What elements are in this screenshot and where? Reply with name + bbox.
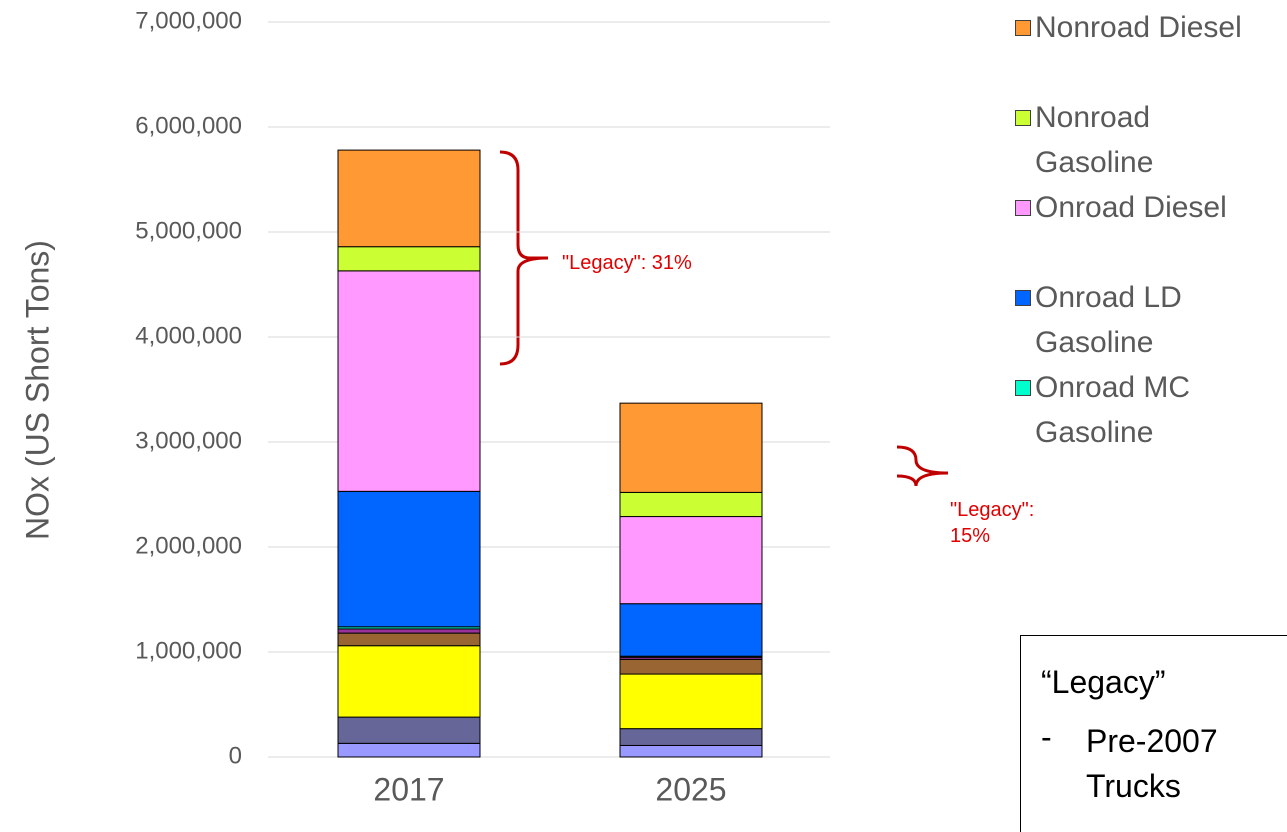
annotation: "Legacy": 31%	[562, 252, 692, 274]
bar-segment	[337, 716, 481, 744]
y-tick-label: 7,000,000	[135, 7, 242, 34]
bar-segment	[337, 628, 481, 634]
bar-segment	[619, 658, 763, 675]
legend-entry: Onroad Diesel	[1015, 185, 1265, 230]
legend-label: Nonroad Diesel	[1035, 11, 1242, 44]
legend-label: Onroad MC Gasoline	[1035, 371, 1191, 449]
bar-segment	[337, 645, 481, 718]
bar-segment	[619, 728, 763, 746]
legend-swatch	[1015, 290, 1031, 306]
legend-entry: Onroad MC Gasoline	[1015, 365, 1265, 455]
y-tick-label: 5,000,000	[135, 217, 242, 244]
y-tick-label: 1,000,000	[135, 637, 242, 664]
bar-segment	[337, 632, 481, 647]
legend-swatch	[1015, 20, 1031, 36]
x-tick-label: 2017	[373, 771, 444, 807]
bar-segment	[337, 246, 481, 272]
legend-entry: Nonroad Gasoline	[1015, 95, 1265, 185]
x-tick-label: 2025	[655, 771, 726, 807]
legend-entry: Onroad LD Gasoline	[1015, 275, 1265, 365]
note-item: Pre-2007 Trucks	[1086, 723, 1218, 804]
y-tick-label: 4,000,000	[135, 322, 242, 349]
annotation: "Legacy": 15%	[950, 499, 1035, 547]
y-tick-label: 3,000,000	[135, 427, 242, 454]
bar-segment	[619, 402, 763, 493]
legend-entry: Nonroad Diesel	[1015, 5, 1265, 50]
bracket	[896, 445, 949, 487]
dash: -	[1041, 719, 1052, 755]
bar-segment	[337, 270, 481, 492]
y-tick-label: 6,000,000	[135, 112, 242, 139]
legend-label: Onroad Diesel	[1035, 191, 1227, 224]
bar-segment	[337, 742, 481, 758]
note-box: “Legacy” - Pre-2007 Trucks	[1020, 635, 1287, 832]
legend-label: Nonroad Gasoline	[1035, 101, 1154, 179]
legend-swatch	[1015, 110, 1031, 126]
bar-segment	[619, 491, 763, 518]
note-title: “Legacy”	[1041, 664, 1166, 700]
bar-segment	[337, 490, 481, 628]
legend-swatch	[1015, 200, 1031, 216]
bracket	[499, 150, 549, 366]
bar-segment	[337, 149, 481, 248]
bar-segment	[619, 603, 763, 657]
y-axis-label: NOx (US Short Tons)	[19, 240, 55, 540]
bar-segment	[619, 673, 763, 730]
bar-segment	[619, 516, 763, 605]
legend-label: Onroad LD Gasoline	[1035, 281, 1182, 359]
bar-segment	[619, 744, 763, 758]
y-tick-label: 2,000,000	[135, 532, 242, 559]
legend-swatch	[1015, 380, 1031, 396]
y-tick-label: 0	[229, 742, 242, 769]
